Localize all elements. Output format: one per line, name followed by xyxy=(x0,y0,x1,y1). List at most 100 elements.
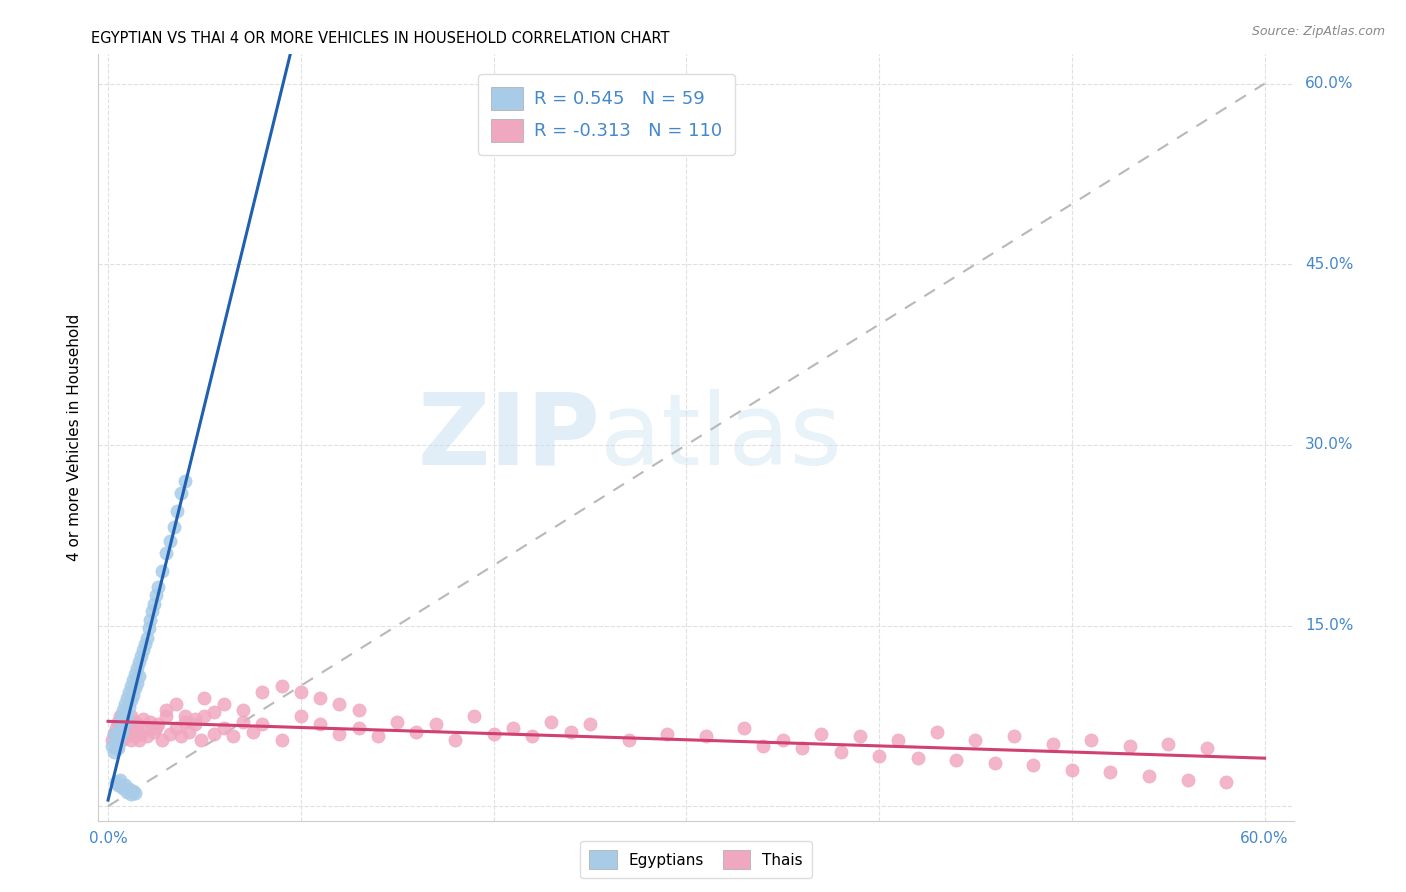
Point xyxy=(830,745,852,759)
Point xyxy=(108,772,131,787)
Point xyxy=(159,534,181,549)
Point xyxy=(868,748,890,763)
Point xyxy=(1215,775,1237,789)
Point xyxy=(108,709,131,723)
Point xyxy=(139,714,162,729)
Point xyxy=(1157,737,1180,751)
Point xyxy=(1099,765,1122,780)
Point xyxy=(328,697,350,711)
Point xyxy=(347,721,370,735)
Point xyxy=(405,724,427,739)
Point xyxy=(232,703,254,717)
Point xyxy=(118,782,141,797)
Point xyxy=(309,717,332,731)
Point xyxy=(159,727,181,741)
Point xyxy=(114,777,136,791)
Point xyxy=(887,733,910,747)
Point xyxy=(155,709,177,723)
Point xyxy=(112,717,135,731)
Point xyxy=(202,705,225,719)
Point xyxy=(655,727,678,741)
Point xyxy=(117,709,139,723)
Point xyxy=(540,714,562,729)
Y-axis label: 4 or more Vehicles in Household: 4 or more Vehicles in Household xyxy=(67,313,83,561)
Text: ZIP: ZIP xyxy=(418,389,600,485)
Point xyxy=(107,727,129,741)
Point xyxy=(110,709,132,723)
Point xyxy=(101,733,124,747)
Point xyxy=(132,713,155,727)
Point xyxy=(145,589,167,603)
Point xyxy=(165,697,187,711)
Point xyxy=(145,721,167,735)
Point xyxy=(122,689,145,703)
Point xyxy=(122,783,145,797)
Point xyxy=(104,733,127,747)
Point xyxy=(309,690,332,705)
Point xyxy=(104,741,127,756)
Point xyxy=(184,717,207,731)
Point xyxy=(579,717,602,731)
Point xyxy=(110,733,132,747)
Point xyxy=(125,717,148,731)
Point xyxy=(385,714,409,729)
Point xyxy=(202,727,225,741)
Point xyxy=(124,729,146,743)
Point xyxy=(110,724,132,739)
Point xyxy=(1137,769,1160,783)
Point xyxy=(463,709,485,723)
Point xyxy=(174,714,197,729)
Point xyxy=(120,733,142,747)
Point xyxy=(117,729,139,743)
Point xyxy=(290,685,312,699)
Text: 60.0%: 60.0% xyxy=(1305,76,1354,91)
Point xyxy=(772,733,794,747)
Point xyxy=(328,727,350,741)
Point xyxy=(120,693,142,707)
Point xyxy=(118,724,141,739)
Point xyxy=(965,733,987,747)
Point xyxy=(270,733,292,747)
Point xyxy=(134,637,156,651)
Point xyxy=(112,781,135,796)
Point xyxy=(107,777,129,791)
Point xyxy=(155,703,177,717)
Point xyxy=(120,787,142,801)
Point xyxy=(1118,739,1140,753)
Point xyxy=(143,724,166,739)
Point xyxy=(124,681,146,695)
Text: 60.0%: 60.0% xyxy=(1240,831,1289,847)
Point xyxy=(125,724,148,739)
Point xyxy=(150,565,173,579)
Point xyxy=(367,729,389,743)
Point xyxy=(141,604,163,618)
Point xyxy=(112,717,135,731)
Point xyxy=(114,727,136,741)
Point xyxy=(190,733,212,747)
Point xyxy=(184,713,207,727)
Point xyxy=(134,721,156,735)
Text: 45.0%: 45.0% xyxy=(1305,257,1354,272)
Point xyxy=(107,729,129,743)
Point xyxy=(114,714,136,729)
Point xyxy=(212,697,235,711)
Point xyxy=(752,739,775,753)
Point xyxy=(212,721,235,735)
Text: 30.0%: 30.0% xyxy=(1305,437,1354,452)
Text: atlas: atlas xyxy=(600,389,842,485)
Point xyxy=(907,751,929,765)
Point xyxy=(120,679,142,693)
Point xyxy=(107,741,129,756)
Point xyxy=(232,714,254,729)
Point xyxy=(114,721,136,735)
Point xyxy=(128,669,150,683)
Point xyxy=(444,733,467,747)
Point xyxy=(695,729,717,743)
Point xyxy=(107,714,129,729)
Point xyxy=(810,727,832,741)
Point xyxy=(174,709,197,723)
Point xyxy=(118,717,141,731)
Point xyxy=(347,703,370,717)
Point xyxy=(1022,758,1045,772)
Point xyxy=(108,714,131,729)
